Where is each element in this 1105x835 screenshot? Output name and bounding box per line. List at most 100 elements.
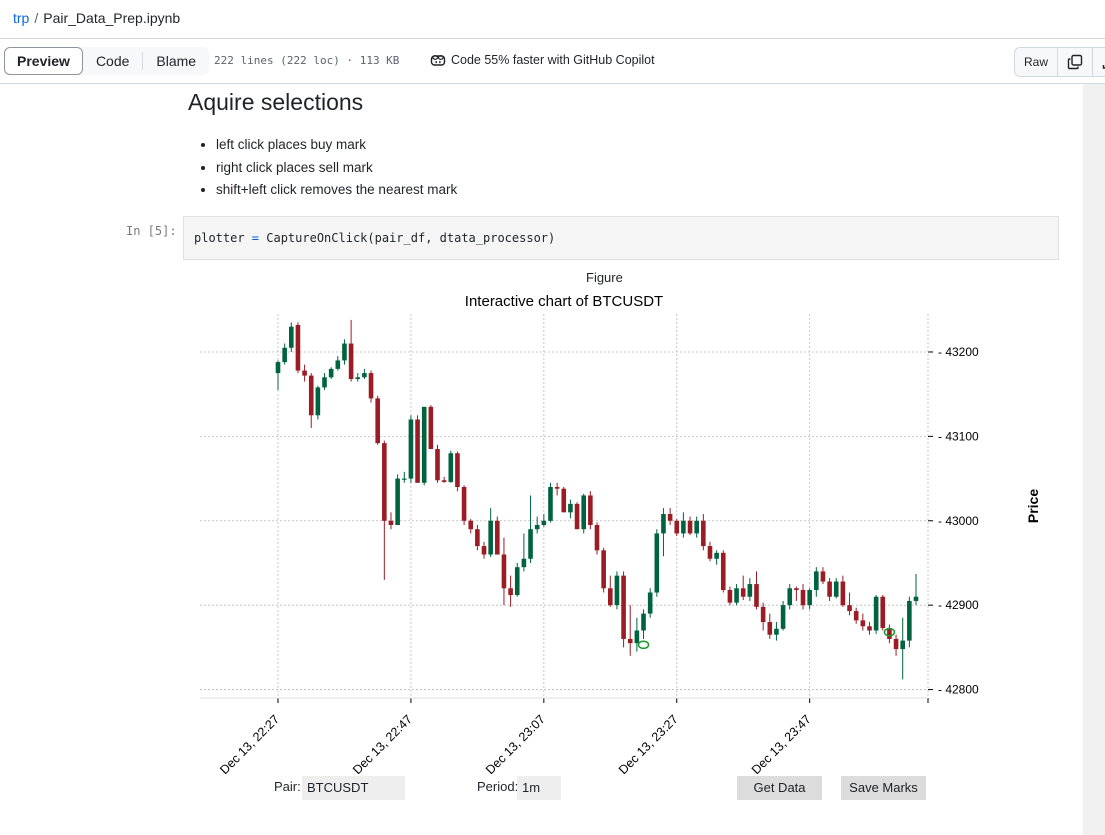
candle-body: [701, 520, 706, 547]
tab-blame[interactable]: Blame: [156, 53, 197, 69]
candle-body: [581, 495, 587, 530]
list-item: shift+left click removes the nearest mar…: [216, 179, 457, 202]
candle-body: [295, 324, 301, 371]
candle-body: [654, 533, 660, 593]
buy-mark: [637, 640, 650, 650]
candle-body: [588, 495, 593, 525]
copy-raw-button[interactable]: [1058, 48, 1094, 76]
code-line: plotter = CaptureOnClick(pair_df, dtata_…: [194, 231, 555, 245]
candle-body: [607, 588, 613, 606]
candle-body: [528, 529, 533, 559]
candle-body: [335, 360, 341, 369]
candle-body: [853, 611, 859, 621]
candle-body: [322, 377, 327, 388]
candle-body: [348, 343, 354, 379]
section-heading: Aquire selections: [188, 89, 364, 115]
code-operator: =: [251, 231, 260, 245]
candle-body: [468, 520, 474, 530]
candle-body: [727, 589, 733, 603]
list-item: left click places buy mark: [216, 134, 457, 157]
candle-body: [900, 640, 906, 650]
widget-bar: Pair: BTCUSDT Period: 1m Get Data Save M…: [0, 775, 1083, 801]
candle-body: [534, 524, 540, 530]
x-tick-label: Dec 13, 23:07: [483, 712, 548, 774]
y-tick-label: - 43100: [938, 429, 979, 443]
save-marks-button[interactable]: Save Marks: [841, 776, 926, 800]
breadcrumb: trp / Pair_Data_Prep.ipynb: [13, 10, 180, 26]
candle-body: [315, 387, 321, 416]
file-toolbar: Preview Code Blame 222 lines (222 loc) ·…: [0, 39, 1105, 84]
breadcrumb-repo-link[interactable]: trp: [13, 10, 30, 26]
candle-body: [661, 514, 666, 534]
buy-mark: [883, 627, 896, 637]
candle-body: [687, 520, 693, 534]
candle-body: [681, 520, 686, 534]
pair-label: Pair:: [274, 779, 301, 794]
candle-body: [328, 368, 334, 378]
candle-body: [714, 552, 719, 559]
candle-body: [475, 529, 480, 547]
pair-input[interactable]: BTCUSDT: [302, 776, 405, 800]
candle-body: [368, 373, 374, 399]
candle-body: [767, 622, 773, 635]
candle-body: [794, 588, 799, 590]
instruction-list: left click places buy mark right click p…: [198, 134, 457, 202]
candle-body: [375, 398, 380, 444]
candle-body: [594, 524, 600, 551]
candle-body: [428, 406, 434, 450]
candle-body: [342, 343, 347, 361]
candle-body: [388, 520, 394, 525]
y-tick-label: - 42900: [938, 598, 979, 612]
candle-body: [282, 347, 287, 363]
candle-body: [435, 449, 440, 481]
candle-body: [514, 567, 520, 596]
candle-body: [488, 520, 493, 555]
candle-body: [740, 588, 746, 597]
x-tick-label: Dec 13, 23:47: [749, 712, 814, 774]
candle-body: [455, 453, 460, 488]
page-scrollbar[interactable]: [1083, 84, 1105, 835]
candle-body: [807, 589, 812, 606]
candle-body: [833, 581, 839, 597]
candle-body: [820, 571, 826, 582]
candle-body: [308, 375, 314, 416]
period-input[interactable]: 1m: [517, 776, 561, 800]
raw-button[interactable]: Raw: [1015, 48, 1059, 76]
file-meta: 222 lines (222 loc) · 113 KB: [214, 54, 400, 67]
candle-body: [288, 326, 294, 348]
x-tick-label: Dec 13, 22:27: [217, 712, 282, 774]
candle-body: [548, 487, 553, 521]
candle-body: [667, 514, 673, 521]
candle-body: [601, 550, 606, 589]
candle-body: [495, 520, 500, 555]
candle-body: [302, 370, 307, 376]
tab-code[interactable]: Code: [95, 53, 130, 69]
candle-body: [554, 487, 560, 489]
code-rhs: CaptureOnClick(pair_df, dtata_processor): [259, 231, 556, 245]
copilot-icon: [430, 55, 446, 66]
candle-body: [814, 571, 819, 590]
candle-body: [355, 377, 361, 379]
candle-body: [780, 605, 786, 629]
tab-preview[interactable]: Preview: [4, 47, 83, 75]
x-tick-label: Dec 13, 23:27: [616, 712, 681, 774]
candle-body: [395, 478, 400, 525]
candle-body: [787, 588, 793, 606]
get-data-button[interactable]: Get Data: [737, 776, 822, 800]
candle-body: [541, 520, 547, 525]
candle-body: [508, 588, 513, 596]
candle-body: [561, 488, 567, 513]
candle-body: [481, 546, 487, 555]
y-tick-label: - 43200: [938, 345, 979, 359]
candle-body: [574, 503, 580, 530]
candle-body: [840, 581, 846, 606]
candle-body: [501, 554, 507, 589]
candlestick-chart[interactable]: Interactive chart of BTCUSDT - 42800 - 429…: [160, 288, 1050, 774]
tab-divider: [142, 52, 144, 70]
period-label: Period:: [477, 779, 519, 794]
breadcrumb-file: Pair_Data_Prep.ipynb: [43, 10, 181, 26]
copilot-promo-link[interactable]: Code 55% faster with GitHub Copilot: [430, 53, 655, 67]
candle-body: [774, 628, 779, 635]
candle-body: [720, 552, 726, 590]
download-raw-button[interactable]: [1093, 48, 1105, 76]
